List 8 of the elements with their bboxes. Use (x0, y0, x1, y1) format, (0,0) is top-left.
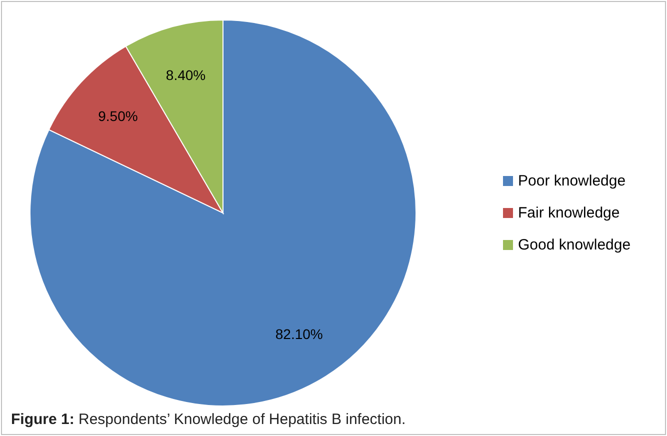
caption: Figure 1: Respondents’ Knowledge of Hepatitis B infection. (11, 411, 406, 428)
pie-slice (30, 20, 416, 406)
data-label: 8.40% (166, 67, 206, 84)
legend-label: Good knowledge (518, 236, 631, 254)
legend-label: Poor knowledge (518, 172, 626, 190)
legend-label: Fair knowledge (518, 204, 620, 222)
data-label: 82.10% (275, 326, 323, 342)
data-label: 9.50% (98, 108, 138, 124)
